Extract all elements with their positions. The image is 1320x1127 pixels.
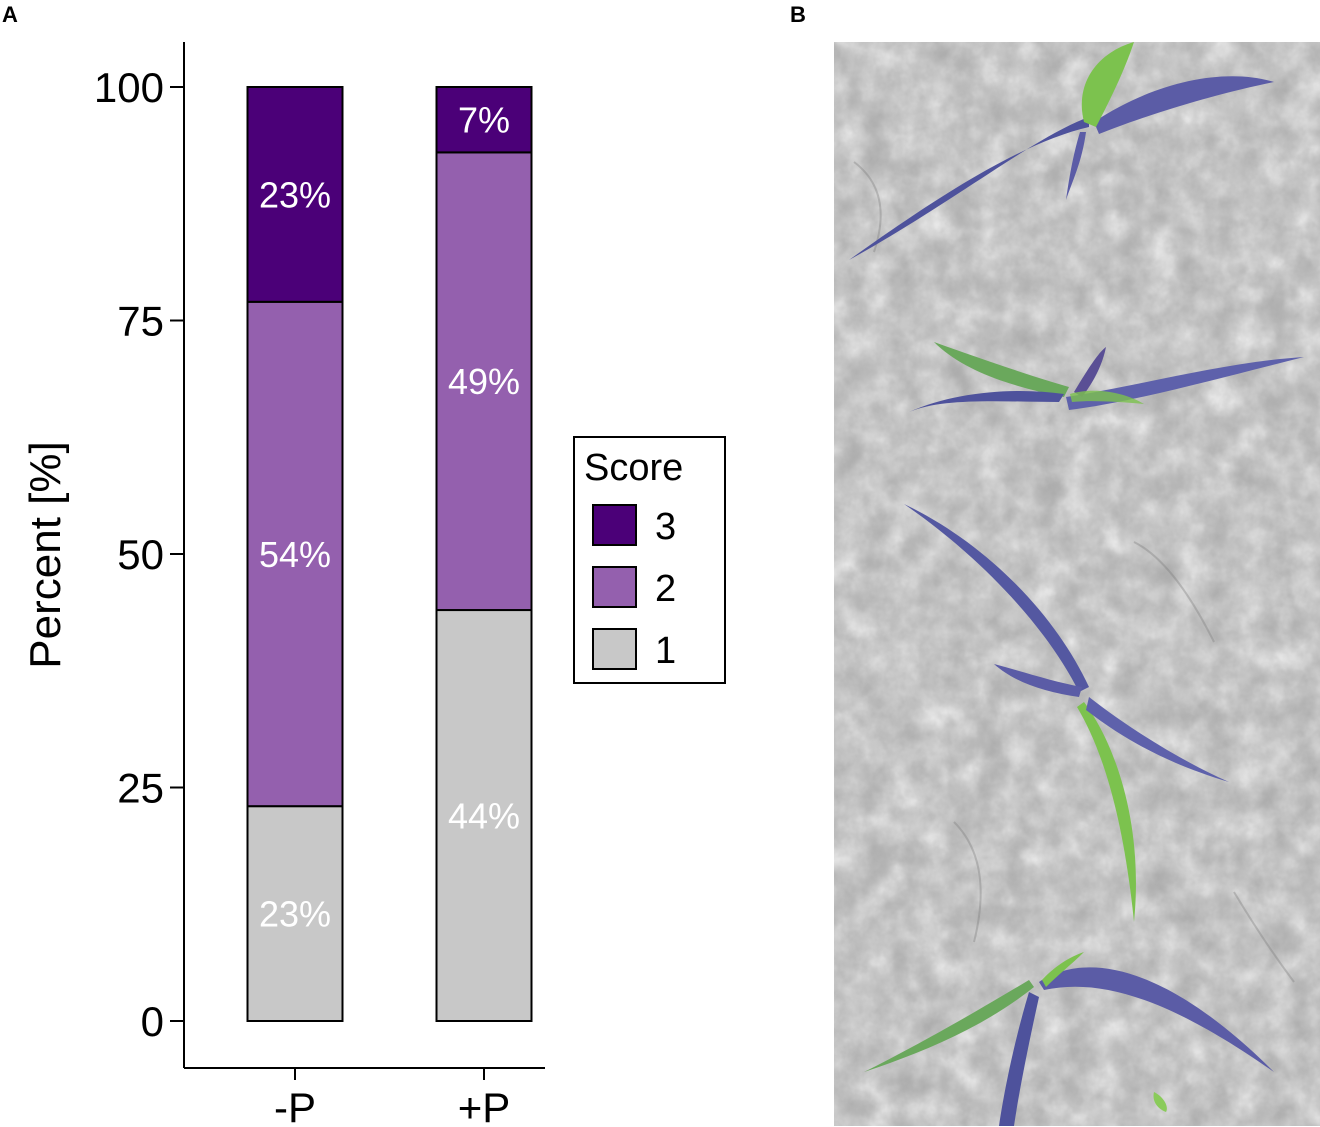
bar-data-label: 7% bbox=[458, 100, 510, 141]
legend-entry-label: 3 bbox=[655, 506, 676, 548]
bar-data-label: 23% bbox=[259, 174, 331, 215]
chart-axes: 0 25 50 75 100 -P +P bbox=[94, 42, 545, 1127]
legend-swatch bbox=[592, 628, 637, 670]
seedling-1 bbox=[849, 42, 1274, 260]
bar-segment bbox=[435, 86, 533, 154]
stacked-bar-chart: 0 25 50 75 100 -P +P 23% 54% 23% 44% 49% 7% Percent… bbox=[21, 42, 726, 1127]
bar-data-label: 54% bbox=[259, 534, 331, 575]
bar-data-label: 23% bbox=[259, 894, 331, 935]
bar-segment bbox=[246, 805, 344, 1022]
y-tick-label: 25 bbox=[117, 765, 164, 812]
panel-label-b: B bbox=[790, 2, 806, 27]
y-tick-label: 50 bbox=[117, 531, 164, 578]
y-tick-label: 100 bbox=[94, 64, 164, 111]
seedling-4 bbox=[864, 952, 1274, 1126]
legend-entry-label: 2 bbox=[655, 568, 676, 610]
bar-segment bbox=[246, 86, 344, 303]
chart-bar-labels: 23% 54% 23% 44% 49% 7% bbox=[259, 100, 520, 935]
seedling-2 bbox=[909, 342, 1304, 412]
legend-swatch bbox=[592, 566, 637, 608]
y-tick-label: 0 bbox=[141, 998, 164, 1045]
bar-segment bbox=[435, 151, 533, 612]
legend-swatch bbox=[592, 504, 637, 546]
y-tick-label: 75 bbox=[117, 298, 164, 345]
chart-bars bbox=[246, 86, 533, 1022]
legend-title: Score bbox=[584, 447, 683, 489]
seedling-3 bbox=[904, 504, 1229, 922]
legend: Score 3 2 1 bbox=[573, 436, 726, 684]
legend-entry-label: 1 bbox=[655, 630, 676, 672]
maize-seedlings-photo-icon bbox=[834, 42, 1320, 1126]
x-tick-label: +P bbox=[458, 1084, 511, 1127]
panel-label-a: A bbox=[2, 2, 18, 27]
bar-segment bbox=[435, 609, 533, 1022]
bar-data-label: 49% bbox=[448, 361, 520, 402]
x-tick-label: -P bbox=[274, 1084, 316, 1127]
bar-data-label: 44% bbox=[448, 796, 520, 837]
bar-segment bbox=[246, 300, 344, 808]
y-axis-label: Percent [%] bbox=[21, 441, 70, 668]
